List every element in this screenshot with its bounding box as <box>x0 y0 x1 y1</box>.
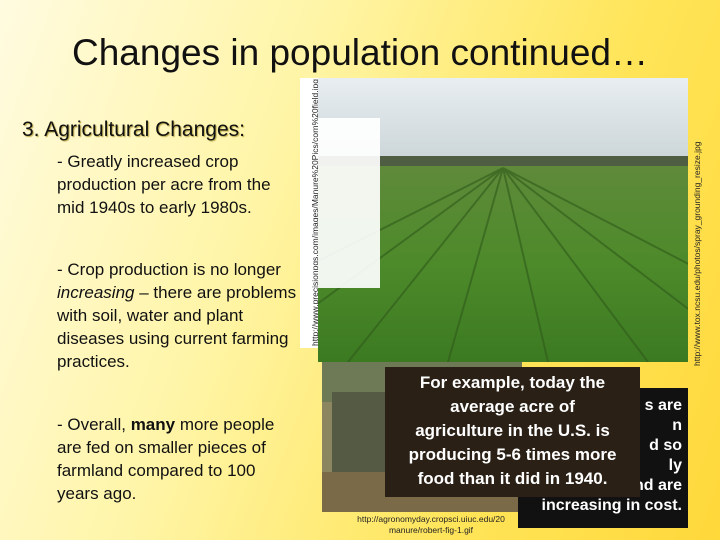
bullet: - Crop production is no longer increasin… <box>57 258 297 373</box>
box-line: increasing in cost. <box>541 497 682 514</box>
bullet-emphasis: increasing <box>57 283 135 302</box>
slide-title: Changes in population continued… <box>72 32 648 73</box>
bullet-emphasis: many <box>130 415 176 434</box>
bullet-text: – there are problems with soil, water an… <box>57 283 297 371</box>
photo-credit: http://agronomyday.cropsci.uiuc.edu/20 m… <box>336 514 526 536</box>
bullet-text: more people are fed on smaller pieces of… <box>57 415 275 503</box>
box-line: n <box>672 417 682 434</box>
bullet: - Overall, many more people are fed on s… <box>57 413 297 505</box>
callout-line: food than it did in 1940. <box>417 469 608 488</box>
credit-line: http://agronomyday.cropsci.uiuc.edu/20 <box>357 514 505 524</box>
credit-line: manure/robert-fig-1.gif <box>388 525 474 535</box>
callout-box: For example, today the average acre of a… <box>385 367 640 497</box>
callout-line: average acre of <box>450 397 575 416</box>
bullet: - Greatly increased crop production per … <box>57 150 297 219</box>
callout-line: producing 5-6 times more <box>408 445 617 464</box>
bullet-text: - Crop production is no longer <box>57 260 281 279</box>
bullet-text: - Overall, <box>57 415 131 434</box>
box-line: ly <box>668 457 682 474</box>
callout-line: agriculture in the U.S. is <box>415 421 610 440</box>
bullet-text: - Greatly increased crop production per … <box>57 152 271 217</box>
box-line: s are <box>644 397 682 414</box>
section-heading: 3. Agricultural Changes: <box>22 118 245 141</box>
credit-text: http://www.tox.ncsu.edu/photos/spray_gro… <box>692 141 702 366</box>
box-line: d so <box>649 437 682 454</box>
callout-line: For example, today the <box>419 373 606 392</box>
field-photo <box>318 78 688 362</box>
